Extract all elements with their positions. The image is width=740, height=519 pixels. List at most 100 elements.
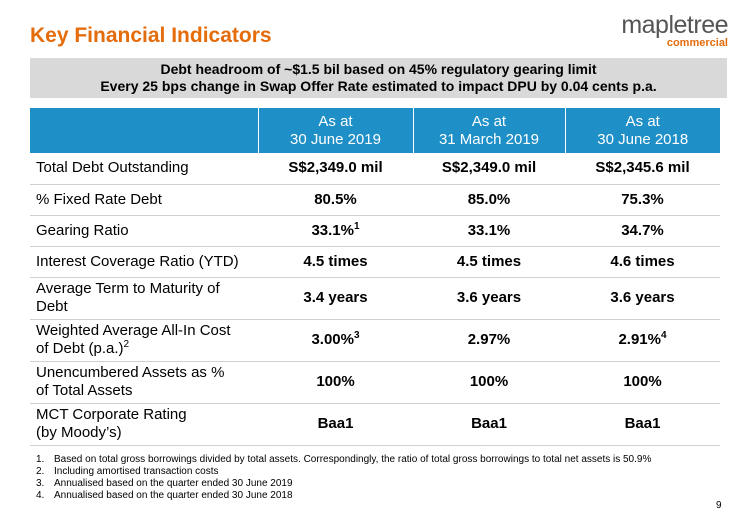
value-cell: 80.5% (258, 184, 413, 216)
value-cell: S$2,349.0 mil (413, 153, 565, 185)
table-row: Total Debt Outstanding S$2,349.0 mil S$2,3… (30, 153, 720, 185)
logo-sub: commercial (666, 37, 728, 49)
value-text: 3.6 years (610, 289, 675, 306)
banner-line: Debt headroom of ~$1.5 bil based on 45% … (160, 61, 597, 77)
value-cell: Baa1 (565, 403, 720, 446)
footnote-marker: 4. (36, 490, 45, 501)
value-cell: 100% (413, 361, 565, 404)
row-label: % Fixed Rate Debt (30, 184, 258, 216)
header-line: 31 March 2019 (438, 130, 540, 148)
header-cell: As at 30 June 2018 (564, 108, 720, 153)
label-text: Unencumbered Assets as % (36, 364, 225, 381)
row-label: Unencumbered Assets as % of Total Assets (30, 361, 258, 404)
table-row: % Fixed Rate Debt 80.5% 85.0% 75.3% (30, 184, 720, 216)
footnote-marker: 1. (36, 454, 45, 465)
value-cell: 100% (565, 361, 720, 404)
value-text: 100% (623, 373, 662, 390)
table-row: Unencumbered Assets as % of Total Assets 1… (30, 361, 720, 404)
label-text: Debt (36, 298, 68, 315)
header-line: As at (625, 112, 660, 130)
value-text: 100% (469, 373, 509, 390)
value-text: 4.5 times (303, 252, 368, 270)
value-text: 100% (316, 373, 355, 390)
value-text: 33.1% (467, 221, 511, 239)
logo-name: mapletree (621, 11, 728, 39)
label-text: Gearing Ratio (36, 221, 129, 239)
row-label: Gearing Ratio (30, 215, 258, 247)
value-cell: S$2,349.0 mil (258, 153, 413, 185)
label-line: % Fixed Rate Debt (36, 191, 252, 209)
table-row: Interest Coverage Ratio (YTD) 4.5 times 4.… (30, 246, 720, 278)
header-line: As at (318, 112, 353, 130)
value-text: Baa1 (471, 415, 507, 432)
label-text: of Debt (p.a.) (36, 340, 124, 357)
page-number: 9 (716, 500, 722, 511)
header-cell: As at 31 March 2019 (412, 108, 565, 153)
value-superscript: 3 (353, 330, 360, 341)
label-line: Gearing Ratio (36, 222, 252, 240)
value-cell: 33.1%1 (258, 215, 413, 247)
footnote: 4. Annualised based on the quarter ended … (36, 490, 651, 502)
label-line: of Debt (p.a.)2 (36, 340, 252, 358)
label-text: of Total Assets (36, 382, 133, 399)
value-cell: 3.00%3 (258, 319, 413, 362)
footnote-marker: 2. (36, 466, 45, 477)
value-cell: 2.91%4 (565, 319, 720, 362)
value-text: 4.5 times (456, 252, 522, 270)
row-label: MCT Corporate Rating (by Moody’s) (30, 403, 258, 446)
label-line: Weighted Average All-In Cost (36, 322, 252, 340)
header-row: As at 30 June 2019 As at 31 March 2019 As at… (30, 108, 720, 153)
header-line: As at (471, 112, 507, 130)
value-text: 3.6 years (456, 289, 522, 306)
label-line: Debt (36, 298, 252, 316)
label-text: MCT Corporate Rating (36, 406, 187, 423)
value-text: 75.3% (621, 190, 664, 208)
label-line: Average Term to Maturity of (36, 280, 252, 298)
value-superscript: 1 (353, 220, 360, 232)
header-cell (30, 108, 258, 153)
value-cell: 34.7% (565, 215, 720, 247)
value-text: 33.1% (311, 221, 354, 239)
footnote: 2. Including amortised transaction costs (36, 466, 651, 478)
footnotes: 1. Based on total gross borrowings divide… (36, 454, 651, 502)
label-line: of Total Assets (36, 382, 252, 400)
value-text: Baa1 (624, 415, 661, 432)
footnote-text: Including amortised transaction costs (54, 466, 219, 477)
table-row: Weighted Average All-In Cost of Debt (p.a… (30, 319, 720, 362)
banner-line: Every 25 bps change in Swap Offer Rate e… (100, 78, 657, 94)
row-label: Interest Coverage Ratio (YTD) (30, 246, 258, 278)
value-cell: 75.3% (565, 184, 720, 216)
table-row: Gearing Ratio 33.1%1 33.1% 34.7% (30, 215, 720, 247)
value-cell: 3.4 years (258, 277, 413, 320)
value-text: 80.5% (314, 190, 357, 208)
label-line: Total Debt Outstanding (36, 159, 252, 177)
label-text: % Fixed Rate Debt (36, 190, 162, 208)
header-line: 30 June 2019 (290, 130, 381, 148)
row-label: Average Term to Maturity of Debt (30, 277, 258, 320)
value-cell: Baa1 (258, 403, 413, 446)
footnote-text: Annualised based on the quarter ended 30… (54, 490, 293, 501)
value-text: Baa1 (317, 415, 354, 432)
banner: Debt headroom of ~$1.5 bil based on 45% … (30, 58, 727, 98)
value-text: 3.00% (311, 331, 354, 348)
value-text: 4.6 times (610, 252, 675, 270)
footnote-marker: 3. (36, 478, 45, 489)
value-cell: Baa1 (413, 403, 565, 446)
label-text: Interest Coverage Ratio (YTD) (36, 252, 239, 270)
value-cell: 4.5 times (258, 246, 413, 278)
label-superscript: 2 (123, 339, 130, 350)
label-line: Unencumbered Assets as % (36, 364, 252, 382)
table-row: MCT Corporate Rating (by Moody’s) Baa1 Baa1… (30, 403, 720, 446)
footnote-text: Annualised based on the quarter ended 30… (54, 478, 293, 489)
label-line: (by Moody’s) (36, 424, 252, 442)
value-text: 2.97% (467, 331, 511, 348)
footnote: 3. Annualised based on the quarter ended … (36, 478, 651, 490)
label-text: Weighted Average All-In Cost (36, 322, 231, 339)
header-cell: As at 30 June 2019 (257, 108, 413, 153)
logo: mapletree commercial (621, 12, 728, 49)
value-text: 85.0% (467, 190, 511, 208)
value-cell: 4.5 times (413, 246, 565, 278)
title: Key Financial Indicators (30, 24, 272, 47)
value-cell: 3.6 years (413, 277, 565, 320)
value-cell: 33.1% (413, 215, 565, 247)
